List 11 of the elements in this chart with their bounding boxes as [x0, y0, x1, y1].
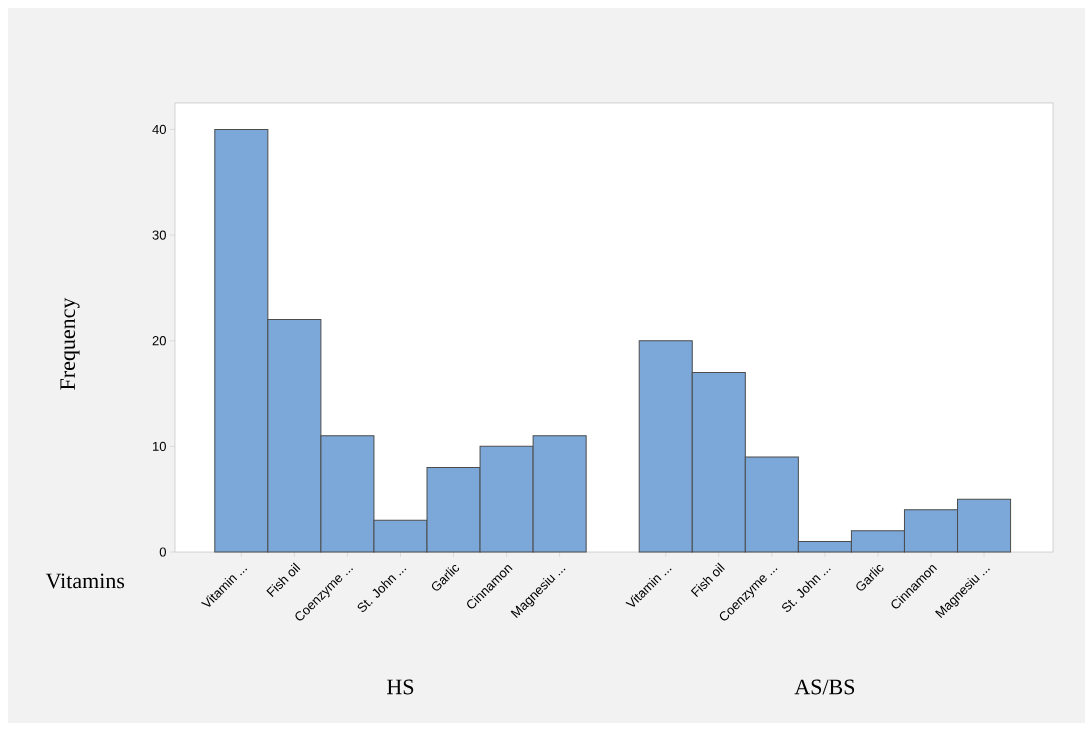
text: AS/BS	[794, 679, 855, 695]
x-axis-title: Vitamins	[45, 573, 125, 589]
y-tick-label: 20	[152, 336, 166, 346]
text: HS	[387, 679, 414, 695]
y-axis-title: Frequency	[60, 297, 80, 390]
x-tick-label: Fish oil	[690, 562, 725, 598]
x-tick-label: Fish oil	[266, 562, 301, 598]
y-tick-label: 40	[152, 124, 166, 135]
y-tick-label: 10	[153, 441, 166, 451]
y-tick-label: 30	[152, 230, 166, 240]
y-tick-label: 0	[159, 547, 166, 557]
